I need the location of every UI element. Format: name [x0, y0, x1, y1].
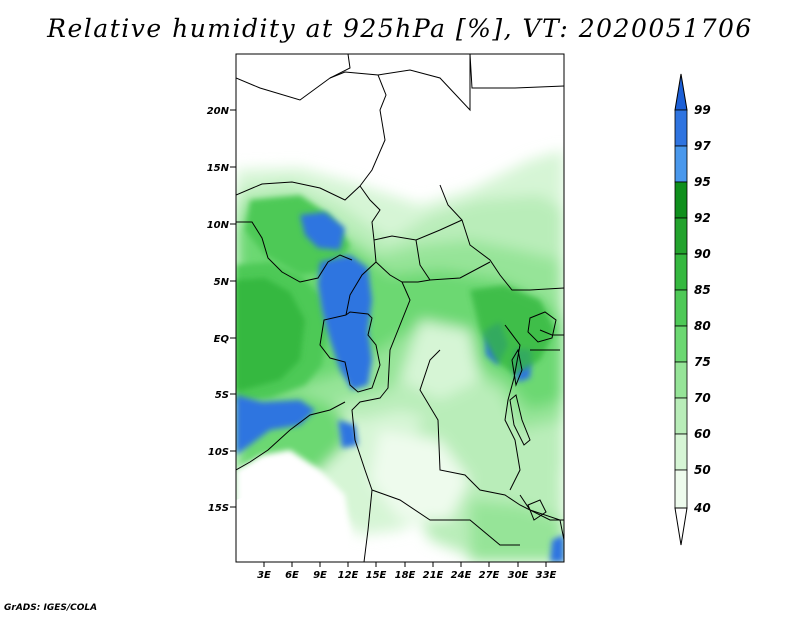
lon-label: 3E [257, 570, 271, 581]
map-frame [235, 53, 565, 563]
colorbar-swatch [674, 469, 688, 509]
lon-label: 24E [451, 570, 472, 581]
colorbar-swatch [674, 181, 688, 219]
lon-label: 33E [536, 570, 557, 581]
colorbar-label: 70 [694, 391, 711, 405]
colorbar-swatch [674, 253, 688, 291]
colorbar-swatch [674, 109, 688, 147]
colorbar-label: 80 [694, 319, 711, 333]
lat-label: 20N [207, 106, 230, 117]
lon-label: 30E [508, 570, 529, 581]
humidity-field [236, 54, 564, 562]
lat-label: EQ [214, 334, 230, 345]
colorbar-label: 75 [694, 355, 711, 369]
lat-label: 15S [208, 503, 229, 514]
colorbar-swatch [674, 397, 688, 435]
colorbar-bottom-arrow [674, 507, 688, 546]
colorbar-label: 85 [694, 283, 711, 297]
colorbar-swatch [674, 361, 688, 399]
colorbar-label: 40 [693, 501, 711, 515]
software-credit: GrADS: IGES/COLA [4, 603, 98, 613]
colorbar: 99 97 95 92 90 85 80 75 70 60 50 40 [674, 73, 711, 546]
colorbar-label: 92 [694, 211, 711, 225]
lat-label: 5S [215, 390, 229, 401]
lat-label: 10S [208, 447, 229, 458]
lon-label: 21E [423, 570, 444, 581]
lon-label: 9E [313, 570, 327, 581]
colorbar-label: 99 [694, 103, 711, 117]
colorbar-label: 60 [694, 427, 711, 441]
colorbar-swatch [674, 289, 688, 327]
colorbar-swatch [674, 145, 688, 183]
lon-label: 15E [366, 570, 387, 581]
colorbar-label: 50 [694, 463, 711, 477]
lon-label: 18E [395, 570, 416, 581]
map-title: Relative humidity at 925hPa [%], VT: 202… [47, 14, 753, 43]
lon-label: 6E [285, 570, 299, 581]
lat-label: 15N [207, 163, 230, 174]
colorbar-swatch [674, 433, 688, 471]
lon-label: 27E [479, 570, 500, 581]
colorbar-top-arrow [674, 73, 688, 111]
colorbar-swatch [674, 217, 688, 255]
country-boundaries [236, 54, 564, 562]
lat-label: 10N [207, 220, 230, 231]
colorbar-label: 95 [694, 175, 711, 189]
colorbar-swatch [674, 325, 688, 363]
colorbar-label: 90 [694, 247, 711, 261]
lakes [509, 311, 557, 521]
lon-label: 12E [338, 570, 359, 581]
lat-label: 5N [214, 277, 230, 288]
longitude-axis: 3E 6E 9E 12E 15E 18E 21E 24E 27E 30E 33E [257, 562, 557, 581]
colorbar-label: 97 [694, 139, 711, 153]
latitude-axis: 20N 15N 10N 5N EQ 5S 10S 15S [207, 106, 236, 514]
